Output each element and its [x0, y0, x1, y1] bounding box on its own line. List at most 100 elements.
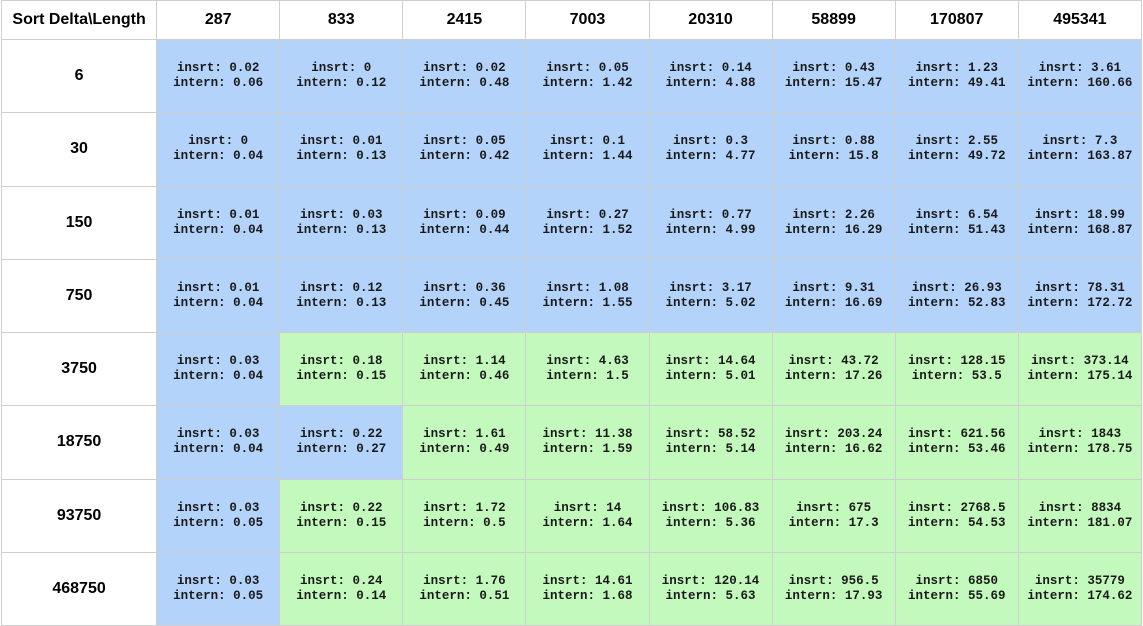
intern-line: intern: 0.15	[281, 369, 402, 384]
intern-label: intern:	[173, 222, 234, 237]
insrt-line: insrt: 373.14	[1019, 354, 1140, 369]
intern-label: intern:	[665, 295, 726, 310]
intern-line: intern: 174.62	[1019, 589, 1140, 604]
insrt-line: insrt: 26.93	[896, 280, 1017, 296]
intern-label: intern:	[907, 76, 968, 91]
intern-line: intern: 0.51	[404, 589, 525, 604]
insrt-value: 4.63	[598, 354, 629, 369]
insrt-value: 0.24	[352, 573, 383, 588]
intern-label: intern:	[296, 76, 357, 91]
insrt-line: insrt: 0.02	[404, 61, 525, 76]
insrt-line: insrt: 58.52	[650, 427, 771, 442]
table-cell: insrt: 6850 intern: 55.69	[894, 551, 1019, 626]
table-row: 468750 insrt: 0.03 intern: 0.05 insrt: 0.24…	[0, 551, 1143, 626]
intern-label: intern:	[296, 588, 357, 603]
insrt-value: 0.18	[352, 354, 383, 369]
insrt-line: insrt: 0.05	[404, 134, 525, 149]
table-cell: insrt: 0.18 intern: 0.15	[279, 331, 404, 407]
intern-value: 0.46	[479, 369, 510, 384]
insrt-value: 3.17	[721, 280, 752, 295]
intern-value: 1.64	[602, 515, 633, 530]
intern-line: intern: 5.14	[650, 442, 771, 457]
intern-label: intern:	[546, 369, 607, 384]
column-header: 287	[156, 0, 281, 40]
insrt-label: insrt:	[176, 280, 230, 295]
table-cell: insrt: 0.77 intern: 4.99	[648, 185, 773, 260]
intern-value: 49.72	[967, 149, 1006, 164]
intern-line: intern: 0.27	[281, 442, 402, 457]
intern-value: 1.68	[602, 588, 633, 603]
intern-line: intern: 0.45	[404, 296, 525, 311]
insrt-label: insrt:	[546, 280, 599, 295]
insrt-line: insrt: 11.38	[527, 427, 648, 442]
intern-line: intern: 0.04	[158, 149, 279, 164]
intern-line: intern: 0.46	[404, 369, 525, 384]
insrt-line: insrt: 106.83	[650, 501, 771, 516]
table-cell: insrt: 0.03 intern: 0.13	[279, 185, 404, 260]
table-cell: insrt: 0.02 intern: 0.06	[156, 38, 281, 114]
intern-label: intern:	[907, 588, 968, 603]
table-cell: insrt: 0.88 intern: 15.8	[771, 112, 896, 187]
table-cell: insrt: 203.24 intern: 16.62	[771, 405, 896, 480]
table-cell: insrt: 78.31 intern: 172.72	[1017, 258, 1143, 334]
table-cell: insrt: 14 intern: 1.64	[525, 478, 650, 553]
intern-line: intern: 0.13	[281, 149, 402, 164]
insrt-label: insrt:	[669, 280, 722, 295]
insrt-line: insrt: 4.63	[527, 354, 648, 369]
intern-line: intern: 0.05	[158, 516, 279, 531]
insrt-value: 0.14	[721, 61, 752, 76]
insrt-value: 2.26	[844, 207, 875, 222]
intern-label: intern:	[1027, 515, 1088, 530]
insrt-value: 203.24	[837, 427, 883, 442]
insrt-label: insrt:	[1034, 207, 1088, 222]
insrt-line: insrt: 1.72	[404, 501, 525, 516]
insrt-value: 0.03	[229, 573, 260, 588]
insrt-line: insrt: 0.03	[158, 427, 279, 442]
table-cell: insrt: 0.01 intern: 0.04	[156, 258, 281, 334]
intern-line: intern: 5.63	[650, 589, 771, 604]
intern-value: 16.69	[844, 295, 883, 310]
intern-value: 17.3	[848, 515, 879, 530]
insrt-value: 1.14	[475, 354, 506, 369]
column-header: 20310	[648, 0, 773, 40]
table-cell: insrt: 0.22 intern: 0.27	[279, 405, 404, 480]
insrt-line: insrt: 1.76	[404, 574, 525, 589]
intern-value: 1.5	[606, 369, 629, 384]
intern-value: 52.83	[967, 295, 1006, 310]
insrt-label: insrt:	[1034, 280, 1088, 295]
intern-line: intern: 15.47	[773, 76, 894, 91]
intern-label: intern:	[542, 76, 603, 91]
insrt-value: 0.22	[352, 427, 383, 442]
intern-line: intern: 0.44	[404, 223, 525, 238]
insrt-label: insrt:	[176, 500, 230, 515]
insrt-value: 58.52	[718, 427, 756, 442]
intern-label: intern:	[665, 149, 726, 164]
insrt-label: insrt:	[423, 61, 476, 76]
table-cell: insrt: 14.64 intern: 5.01	[648, 331, 773, 407]
intern-value: 0.15	[356, 515, 387, 530]
row-header: 750	[0, 258, 158, 334]
intern-line: intern: 1.68	[527, 588, 648, 604]
intern-line: intern: 5.01	[650, 369, 771, 384]
insrt-value: 128.15	[960, 354, 1006, 369]
intern-value: 0.13	[356, 149, 387, 164]
intern-value: 15.47	[844, 76, 883, 91]
intern-value: 178.75	[1087, 442, 1133, 457]
table-cell: insrt: 26.93 intern: 52.83	[894, 258, 1019, 334]
intern-label: intern:	[788, 515, 849, 530]
column-header: 7003	[525, 0, 650, 40]
insrt-value: 621.56	[960, 427, 1006, 442]
table-cell: insrt: 1.08 intern: 1.55	[525, 258, 650, 334]
intern-value: 0.27	[356, 442, 387, 457]
insrt-label: insrt:	[300, 354, 353, 369]
intern-value: 1.42	[602, 76, 633, 91]
insrt-value: 26.93	[964, 280, 1002, 295]
insrt-line: insrt: 14.61	[527, 574, 648, 589]
table-header: Sort Delta\Length 287 833 2415 7003 20310 588…	[0, 0, 1143, 40]
intern-value: 0.04	[233, 149, 264, 164]
insrt-line: insrt: 3.17	[650, 280, 771, 296]
insrt-line: insrt: 0	[281, 61, 402, 76]
insrt-value: 18.99	[1087, 207, 1125, 222]
insrt-line: insrt: 14.64	[650, 354, 771, 369]
intern-value: 51.43	[967, 222, 1006, 237]
